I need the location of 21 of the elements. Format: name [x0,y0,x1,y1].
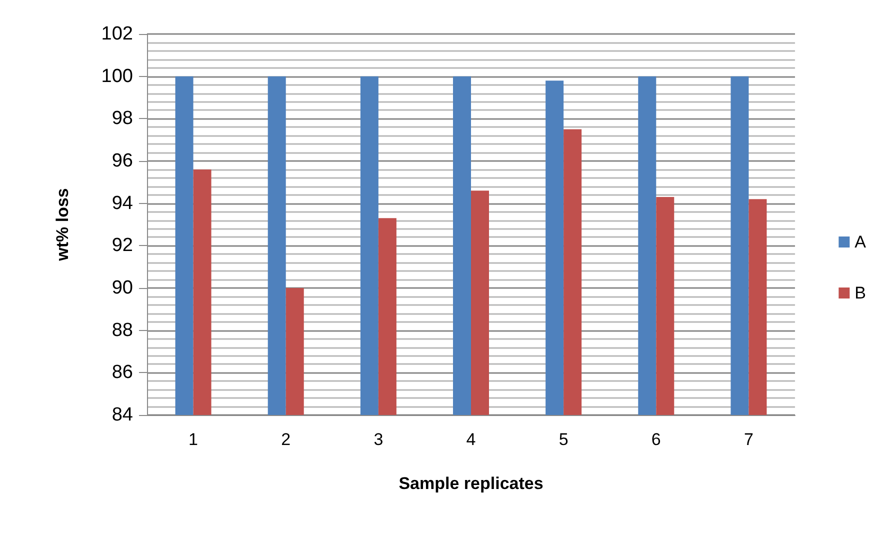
legend-label: B [854,284,866,302]
x-axis-title: Sample replicates [398,474,544,493]
x-tick-label: 4 [466,430,476,449]
x-tick-label: 6 [651,430,661,449]
legend-label: A [854,232,867,252]
y-tick-label: 98 [112,108,133,130]
x-tick-label: 7 [744,430,754,449]
y-tick-label: 86 [112,362,133,384]
x-tick-label: 2 [281,430,291,449]
x-tick-label: 1 [188,430,198,449]
x-tick-label: 3 [374,430,384,449]
y-tick-label: 84 [112,404,134,426]
y-axis-title: wt% loss [53,188,72,262]
y-tick-label: 100 [101,66,133,87]
y-tick-label: 94 [112,192,134,214]
y-tick-label: 90 [112,278,133,298]
y-tick-label: 88 [112,320,133,341]
y-tick-label: 96 [112,150,133,172]
x-tick-label: 5 [558,430,568,449]
y-tick-label: 102 [101,24,133,44]
y-tick-label: 92 [112,235,133,256]
